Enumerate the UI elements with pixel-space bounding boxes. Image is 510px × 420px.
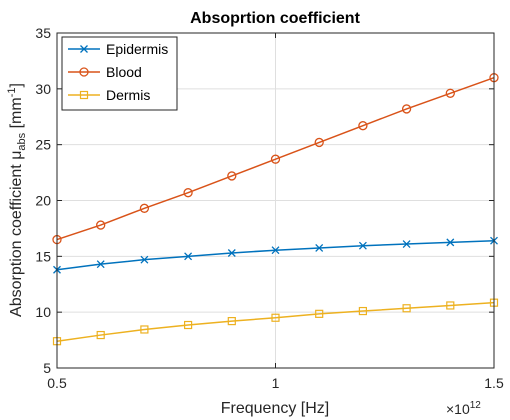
data-point-marker: [96, 260, 105, 269]
y-axis-label: Absorption coefficient μabs [mm-1]: [6, 83, 28, 317]
data-point-marker: [139, 203, 150, 213]
x-exponent-base: ×10: [446, 401, 470, 417]
y-tick-label: 30: [35, 81, 51, 97]
y-tick-label: 25: [35, 137, 51, 153]
y-tick-label: 35: [35, 25, 51, 41]
legend-entry-dermis: Dermis: [68, 87, 150, 103]
series-layer: [52, 73, 499, 346]
y-tick-label: 20: [35, 193, 51, 209]
y-tick-label: 5: [43, 360, 51, 376]
y-axis-label-subscript: abs: [16, 132, 28, 150]
legend-label: Dermis: [106, 87, 150, 103]
data-point-marker: [227, 249, 236, 257]
y-tick-label: 15: [35, 248, 51, 264]
data-point-marker: [271, 313, 280, 322]
x-axis-label: Frequency [Hz]: [221, 400, 329, 417]
legend-marker: [80, 45, 88, 53]
data-point-marker: [402, 304, 411, 313]
data-point-marker: [358, 306, 367, 316]
series-line-blood: [56, 76, 495, 241]
data-point-marker: [270, 154, 281, 164]
legend-marker: [79, 90, 89, 100]
data-point-marker: [402, 240, 411, 249]
data-point-marker: [184, 320, 193, 330]
chart-title: Absoprtion coefficient: [190, 10, 360, 27]
data-point-marker: [446, 238, 455, 247]
data-point-marker: [358, 121, 368, 131]
data-point-marker: [96, 330, 105, 340]
data-point-marker: [140, 325, 149, 334]
x-tick-label: 1.5: [484, 375, 504, 391]
y-axis-label-unit-sup: -1: [6, 88, 18, 98]
y-axis-label-main: Absorption coefficient μ: [8, 151, 25, 317]
x-tick-label: 0.5: [47, 375, 67, 391]
legend-entry-epidermis: Epidermis: [68, 41, 168, 57]
y-axis-label-unit-open: [mm: [8, 97, 25, 133]
series-line-dermis: [56, 301, 495, 342]
data-point-marker: [315, 309, 324, 318]
data-point-marker: [227, 171, 237, 181]
legend-label: Epidermis: [106, 41, 168, 57]
legend: Epidermis Blood Dermis: [61, 36, 178, 111]
y-axis-label-unit-close: ]: [8, 83, 25, 87]
data-point-marker: [315, 243, 324, 252]
x-exponent-power: 12: [470, 400, 482, 411]
data-point-marker: [445, 88, 455, 98]
legend-entry-blood: Blood: [68, 64, 142, 80]
data-point-marker: [271, 246, 280, 255]
data-point-marker: [140, 255, 149, 264]
x-tick-label: 1: [272, 375, 280, 391]
axes: [56, 32, 495, 369]
data-point-marker: [227, 317, 236, 326]
data-point-marker: [183, 188, 193, 198]
tick-labels: 0.5 1 1.5 5 10 15 20 25 30 35: [35, 25, 504, 391]
x-exponent-label: ×1012: [446, 400, 481, 417]
data-point-marker: [314, 137, 324, 148]
y-tick-label: 10: [35, 304, 51, 320]
legend-marker: [79, 67, 89, 77]
data-point-marker: [358, 241, 367, 250]
legend-label: Blood: [106, 64, 142, 80]
data-point-marker: [96, 220, 106, 230]
data-point-marker: [401, 104, 412, 114]
data-point-marker: [446, 301, 455, 310]
data-point-marker: [184, 252, 193, 261]
